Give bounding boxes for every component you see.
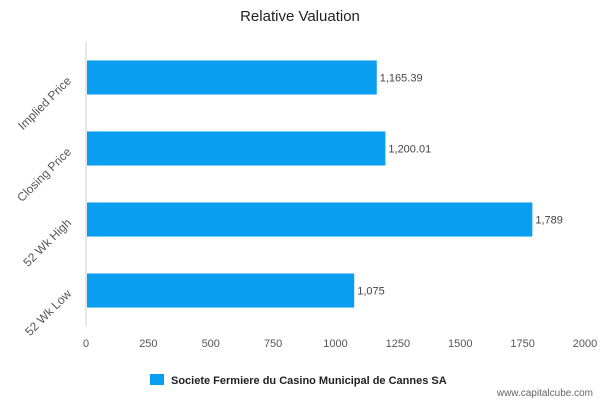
- x-tick-label: 2000: [573, 338, 597, 350]
- category-label: 52 Wk Low: [22, 286, 74, 338]
- bar: [87, 131, 386, 166]
- data-label: 1,165.39: [380, 73, 423, 85]
- data-label: 1,200.01: [388, 144, 431, 156]
- legend: Societe Fermiere du Casino Municipal de …: [150, 374, 447, 387]
- x-tick-label: 1500: [448, 338, 472, 350]
- bar: [87, 202, 533, 237]
- data-label: 1,075: [357, 286, 385, 298]
- bar: [87, 273, 355, 308]
- legend-swatch: [150, 374, 164, 385]
- category-label: Closing Price: [14, 144, 74, 204]
- x-tick-label: 500: [202, 338, 220, 350]
- data-label: 1,789: [535, 215, 563, 227]
- x-tick-label: 1000: [323, 338, 347, 350]
- x-tick-label: 1750: [510, 338, 534, 350]
- x-tick-label: 0: [83, 338, 89, 350]
- category-label: Implied Price: [15, 73, 74, 132]
- x-tick-label: 1250: [386, 338, 410, 350]
- legend-label: Societe Fermiere du Casino Municipal de …: [171, 375, 447, 387]
- bar: [87, 60, 377, 95]
- x-tick-label: 250: [139, 338, 157, 350]
- chart-title: Relative Valuation: [240, 8, 360, 25]
- watermark: www.capitalcube.com: [496, 388, 593, 399]
- category-label: 52 Wk High: [20, 216, 74, 270]
- x-tick-label: 750: [264, 338, 282, 350]
